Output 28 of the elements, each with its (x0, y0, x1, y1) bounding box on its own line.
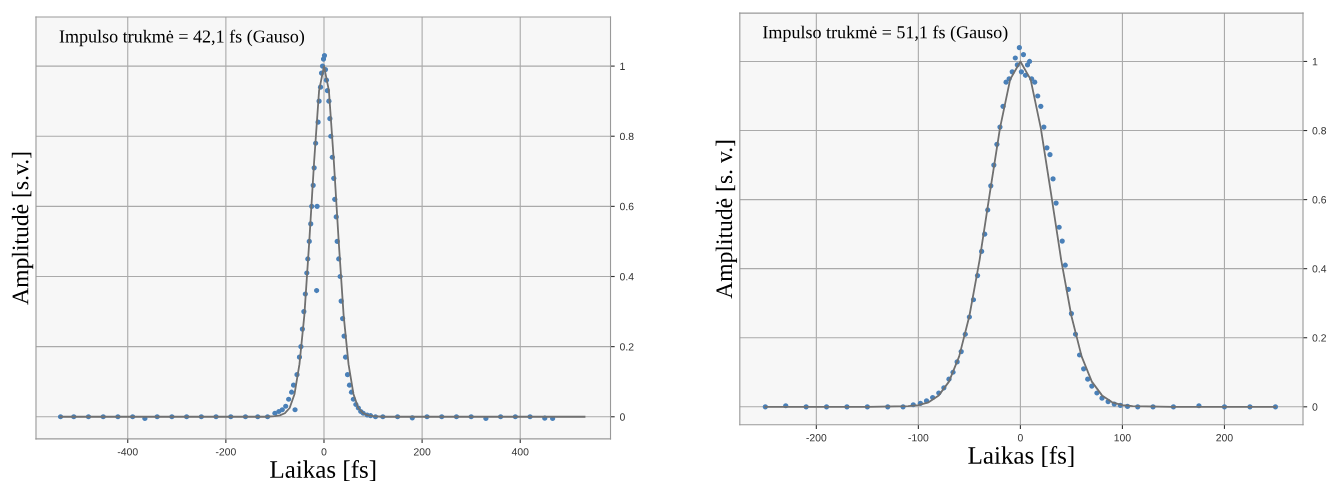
y-axis-title: Amplitudė [s.v.] (11, 152, 34, 305)
y-axis-title: Amplitudė [s. v.] (715, 140, 738, 299)
y-tick-label: 1 (1312, 58, 1318, 66)
x-tick-label: -400 (117, 448, 138, 456)
x-tick-label: 400 (511, 448, 529, 456)
x-tick-label: 0 (321, 448, 327, 456)
y-tick-label: 0.4 (1312, 265, 1327, 273)
y-tick-label: 0.8 (1312, 127, 1327, 135)
y-tick-label: 0.2 (619, 343, 634, 351)
y-tick-label: 0.8 (619, 132, 634, 141)
x-tick-label: 200 (413, 448, 431, 456)
x-tick-label: -200 (806, 434, 827, 442)
x-tick-label: -200 (215, 448, 236, 456)
y-tick-label: 0.2 (1312, 334, 1326, 342)
x-axis-title: Laikas [fs] (968, 446, 1074, 467)
y-tick-label: 0.4 (619, 273, 634, 281)
x-tick-label: -100 (908, 434, 929, 442)
annotation: Impulso trukmė = 51,1 fs (Gauso) (762, 25, 1008, 43)
y-tick-label: 0 (619, 413, 625, 421)
x-tick-label: 100 (1114, 434, 1131, 442)
y-tick-label: 1 (620, 62, 625, 70)
annotation: Impulso trukmė = 42,1 fs (Gauso) (59, 29, 305, 47)
y-tick-label: 0.6 (619, 202, 634, 211)
x-axis-title: Laikas [fs] (270, 460, 376, 482)
y-tick-label: 0.6 (1312, 196, 1327, 204)
y-tick-label: 0 (1312, 403, 1318, 411)
x-tick-label: 200 (1216, 434, 1233, 442)
x-tick-label: 0 (1017, 434, 1023, 442)
